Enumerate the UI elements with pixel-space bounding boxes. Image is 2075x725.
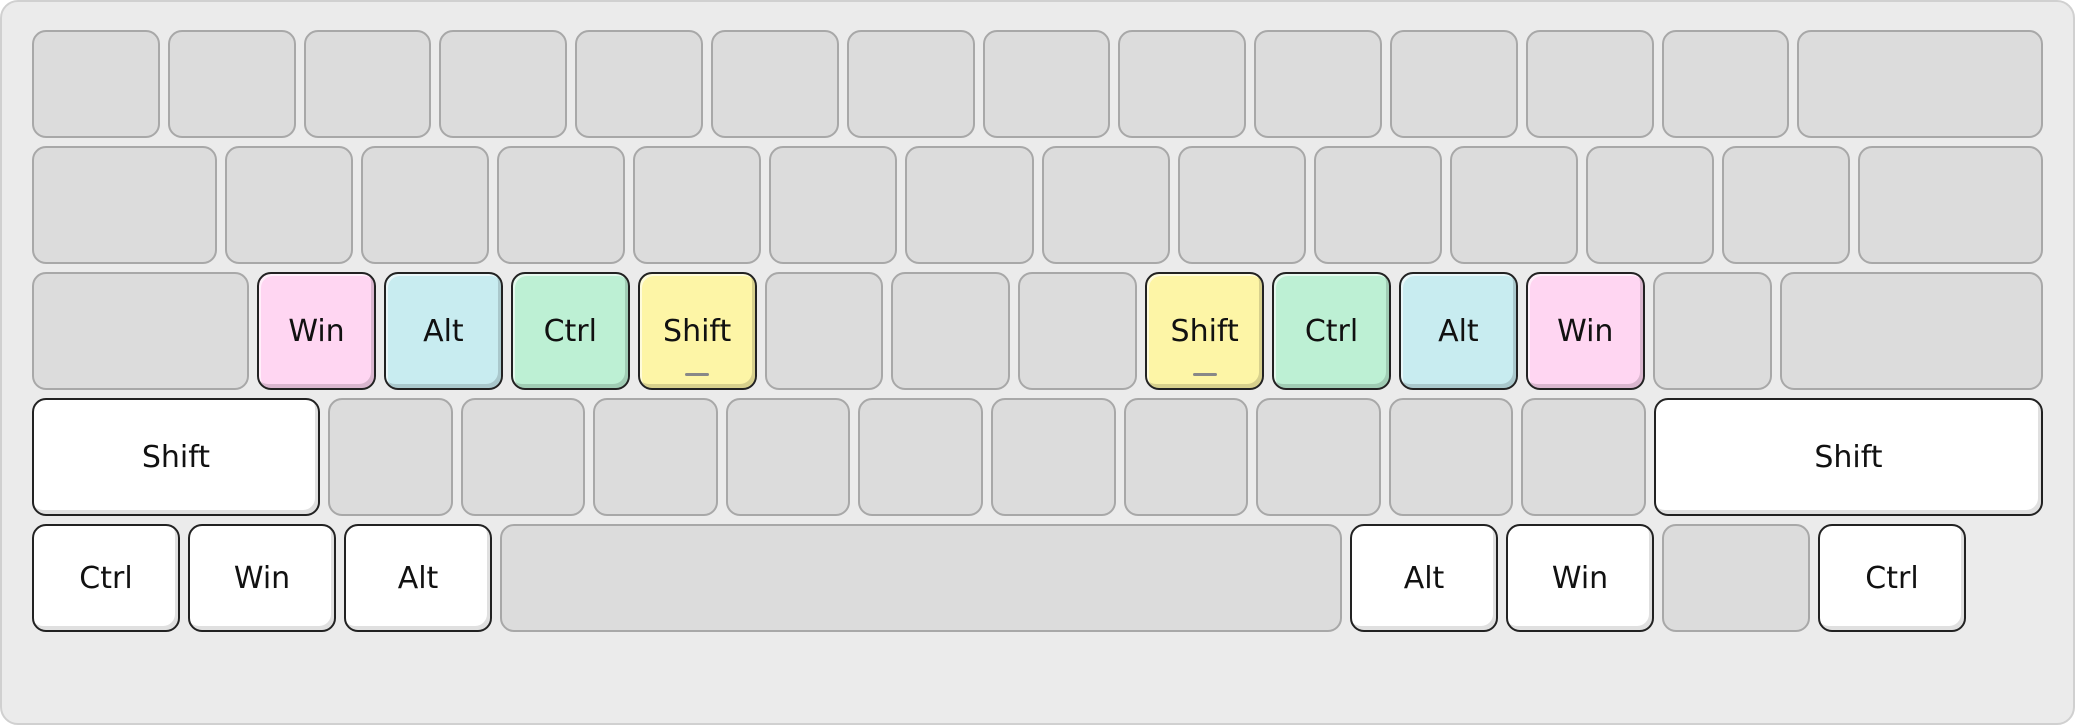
homerow-ctrl-left: Ctrl xyxy=(511,272,630,390)
key-label: Ctrl xyxy=(1865,561,1918,596)
key-1-3 xyxy=(497,146,625,264)
homerow-win-right: Win xyxy=(1526,272,1645,390)
key-0-6 xyxy=(847,30,975,138)
key-0-4 xyxy=(575,30,703,138)
key-1-9 xyxy=(1314,146,1442,264)
key-label: Shift xyxy=(1171,314,1239,349)
key-label: Win xyxy=(1552,561,1608,596)
key-0-1 xyxy=(168,30,296,138)
key-0-12 xyxy=(1662,30,1790,138)
key-3-2 xyxy=(461,398,586,516)
key-label: Shift xyxy=(142,440,210,475)
ctrl-left: Ctrl xyxy=(32,524,180,632)
homerow-win-left: Win xyxy=(257,272,376,390)
key-0-13 xyxy=(1797,30,2043,138)
keyboard-row-1 xyxy=(32,30,2043,138)
homerow-alt-left: Alt xyxy=(384,272,503,390)
key-0-5 xyxy=(711,30,839,138)
key-2-13 xyxy=(1780,272,2043,390)
keyboard-row-4: Shift Shift xyxy=(32,398,2043,516)
key-0-8 xyxy=(1118,30,1246,138)
key-1-4 xyxy=(633,146,761,264)
key-3-10 xyxy=(1521,398,1646,516)
shift-right: Shift xyxy=(1654,398,2043,516)
key-0-10 xyxy=(1390,30,1518,138)
key-1-0 xyxy=(32,146,217,264)
win-left: Win xyxy=(188,524,336,632)
key-label: Ctrl xyxy=(544,314,597,349)
key-0-11 xyxy=(1526,30,1654,138)
key-2-7 xyxy=(1018,272,1137,390)
shift-left: Shift xyxy=(32,398,320,516)
key-1-5 xyxy=(769,146,897,264)
spacebar xyxy=(500,524,1342,632)
key-label: Alt xyxy=(398,561,439,596)
key-3-4 xyxy=(726,398,851,516)
key-0-3 xyxy=(439,30,567,138)
keyboard-diagram: WinAltCtrlShiftShiftCtrlAltWinShiftShift… xyxy=(0,0,2075,725)
key-0-2 xyxy=(304,30,432,138)
keyboard-row-3: Win Alt Ctrl Shift Shift Ctrl Alt Win xyxy=(32,272,2043,390)
key-label: Alt xyxy=(1404,561,1445,596)
key-label: Alt xyxy=(1438,314,1479,349)
key-label: Alt xyxy=(423,314,464,349)
key-2-5 xyxy=(765,272,884,390)
key-3-1 xyxy=(328,398,453,516)
alt-left: Alt xyxy=(344,524,492,632)
homerow-alt-right: Alt xyxy=(1399,272,1518,390)
key-3-5 xyxy=(858,398,983,516)
key-4-6 xyxy=(1662,524,1810,632)
key-1-7 xyxy=(1042,146,1170,264)
key-1-10 xyxy=(1450,146,1578,264)
key-3-8 xyxy=(1256,398,1381,516)
homerow-shift-right: Shift xyxy=(1145,272,1264,390)
key-0-7 xyxy=(983,30,1111,138)
key-3-3 xyxy=(593,398,718,516)
keyboard-row-5: Ctrl Win Alt Alt Win Ctrl xyxy=(32,524,2043,632)
key-2-12 xyxy=(1653,272,1772,390)
key-1-8 xyxy=(1178,146,1306,264)
key-1-13 xyxy=(1858,146,2043,264)
win-right: Win xyxy=(1506,524,1654,632)
key-1-12 xyxy=(1722,146,1850,264)
key-3-6 xyxy=(991,398,1116,516)
keyboard-row-2 xyxy=(32,146,2043,264)
key-0-9 xyxy=(1254,30,1382,138)
key-label: Win xyxy=(1557,314,1613,349)
key-label: Ctrl xyxy=(79,561,132,596)
key-1-1 xyxy=(225,146,353,264)
key-label: Win xyxy=(288,314,344,349)
key-label: Shift xyxy=(663,314,731,349)
key-0-0 xyxy=(32,30,160,138)
ctrl-right: Ctrl xyxy=(1818,524,1966,632)
alt-right: Alt xyxy=(1350,524,1498,632)
key-3-9 xyxy=(1389,398,1514,516)
key-1-2 xyxy=(361,146,489,264)
key-label: Ctrl xyxy=(1305,314,1358,349)
key-2-0 xyxy=(32,272,249,390)
key-3-7 xyxy=(1124,398,1249,516)
homerow-shift-left: Shift xyxy=(638,272,757,390)
key-2-6 xyxy=(891,272,1010,390)
homerow-ctrl-right: Ctrl xyxy=(1272,272,1391,390)
key-1-6 xyxy=(905,146,1033,264)
key-label: Win xyxy=(234,561,290,596)
key-label: Shift xyxy=(1814,440,1882,475)
key-1-11 xyxy=(1586,146,1714,264)
